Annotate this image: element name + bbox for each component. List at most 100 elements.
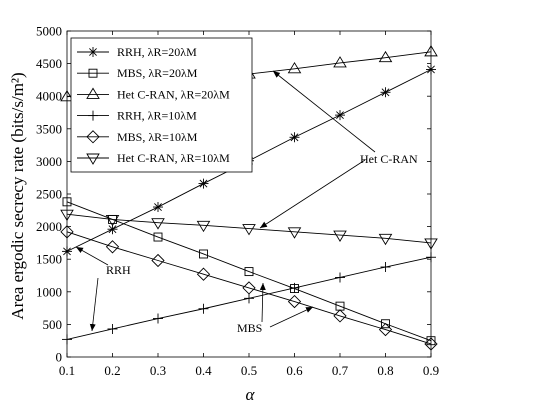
y-tick-label: 5000	[36, 24, 62, 39]
series-4-point	[62, 334, 72, 345]
y-tick-label: 4000	[36, 89, 62, 104]
series-3-point	[378, 50, 393, 63]
x-tick-label: 0.8	[377, 363, 393, 378]
y-tick-label: 500	[43, 317, 63, 332]
y-tick-labels: 0 500 1000 1500 2000 2500 3000 3500 4000 4500 5000	[36, 24, 62, 365]
y-tick-label: 1500	[36, 252, 62, 267]
series-2-point	[426, 336, 436, 346]
x-axis-title: α	[246, 385, 256, 404]
series-6-point	[378, 233, 393, 246]
series-4-point	[153, 313, 163, 324]
series-1-point	[426, 64, 436, 75]
series-6-point	[105, 214, 120, 227]
x-tick-label: 0.9	[423, 363, 439, 378]
legend-entry-label: MBS, λR=20λM	[117, 66, 198, 80]
annotation-arrow	[259, 159, 366, 229]
series-5-point	[333, 309, 347, 323]
asterisk-stroke	[63, 247, 71, 256]
annotation-arrow	[75, 246, 109, 266]
legend-marker	[86, 130, 100, 144]
series-4-point	[289, 282, 300, 293]
series-markers	[60, 44, 438, 351]
annotation-arrow	[89, 277, 99, 332]
series-5-point	[196, 267, 211, 281]
asterisk-stroke	[336, 111, 344, 120]
x-tick-labels: 0.1 0.2 0.3 0.4 0.5 0.6 0.7 0.8 0.9	[59, 363, 439, 378]
series-6-point	[287, 227, 302, 239]
series-1-point	[335, 110, 345, 121]
series-6-line	[66, 213, 432, 244]
series-6-point	[424, 238, 438, 250]
asterisk-stroke	[290, 133, 299, 142]
series-5-point	[151, 253, 165, 268]
annotation-arrow	[272, 70, 376, 153]
y-tick-label: 2500	[36, 187, 62, 202]
annotation-label: Het C-RAN	[360, 152, 418, 166]
series-2-point	[153, 232, 163, 242]
series-3-point	[424, 44, 438, 57]
series-5-point	[287, 294, 302, 309]
series-2-line	[66, 201, 432, 342]
annotation-label: MBS	[237, 321, 262, 335]
asterisk-stroke	[154, 203, 162, 211]
legend-entry-label: RRH, λR=10λM	[117, 109, 197, 123]
annotations: Het C-RAN RRH MBS	[75, 70, 418, 335]
series-6-point	[151, 218, 165, 230]
legend-marker	[88, 110, 98, 121]
annotation-arrow	[269, 306, 314, 328]
y-tick-label: 3000	[36, 154, 62, 169]
asterisk-stroke	[108, 225, 117, 234]
legend-box	[70, 37, 253, 173]
series-5-point	[242, 281, 256, 295]
series-2-point	[244, 267, 254, 277]
x-tick-label: 0.7	[332, 363, 349, 378]
series-3-point	[60, 89, 74, 102]
y-tick-label: 1000	[36, 284, 62, 299]
series-5-point	[378, 322, 393, 337]
legend-entry-label: MBS, λR=10λM	[117, 130, 198, 144]
x-tick-label: 0.4	[195, 363, 212, 378]
series-6-point	[196, 220, 211, 233]
series-4-point	[244, 293, 254, 304]
x-tick-label: 0.6	[286, 363, 303, 378]
series-6-point	[242, 224, 256, 236]
y-tick-label: 3500	[36, 121, 62, 136]
y-tick-label: 2000	[36, 219, 62, 234]
legend-marker	[88, 47, 98, 57]
legend-marker	[88, 68, 98, 78]
legend-marker	[86, 153, 100, 165]
series-3-point	[333, 56, 347, 68]
series-3-point	[287, 61, 302, 74]
asterisk-stroke	[381, 88, 390, 97]
series-2-point	[381, 319, 390, 329]
series-2-point	[199, 249, 208, 259]
series-5-point	[424, 337, 438, 351]
legend-entry-label: RRH, λR=20λM	[117, 45, 197, 59]
series-1-point	[380, 87, 391, 98]
series-2-point	[62, 197, 72, 207]
legend: RRH, λR=20λM MBS, λR=20λM Het C-RAN, λR=20…	[70, 37, 253, 173]
series-4-point	[107, 323, 118, 334]
asterisk-stroke	[89, 48, 97, 56]
series-6-point	[333, 230, 347, 242]
series-1-point	[62, 246, 72, 257]
series-4-point	[380, 262, 391, 273]
annotation-arrow	[259, 282, 266, 323]
series-4-point	[198, 303, 209, 314]
asterisk-stroke	[199, 179, 208, 188]
legend-marker	[86, 87, 100, 99]
series-5-point	[105, 240, 120, 254]
x-tick-label: 0.1	[59, 363, 75, 378]
tick-marks	[66, 30, 432, 358]
series-6-point	[60, 209, 74, 222]
series-5-line	[66, 231, 432, 345]
x-tick-label: 0.5	[241, 363, 257, 378]
y-tick-label: 4500	[36, 56, 62, 71]
y-tick-label: 0	[56, 350, 63, 365]
series-1-point	[153, 202, 163, 213]
annotation-label: RRH	[106, 263, 131, 277]
asterisk-stroke	[427, 65, 435, 74]
x-tick-label: 0.2	[104, 363, 120, 378]
y-axis-title: Area ergodic secrecy rate (bits/s/m²)	[8, 72, 27, 319]
